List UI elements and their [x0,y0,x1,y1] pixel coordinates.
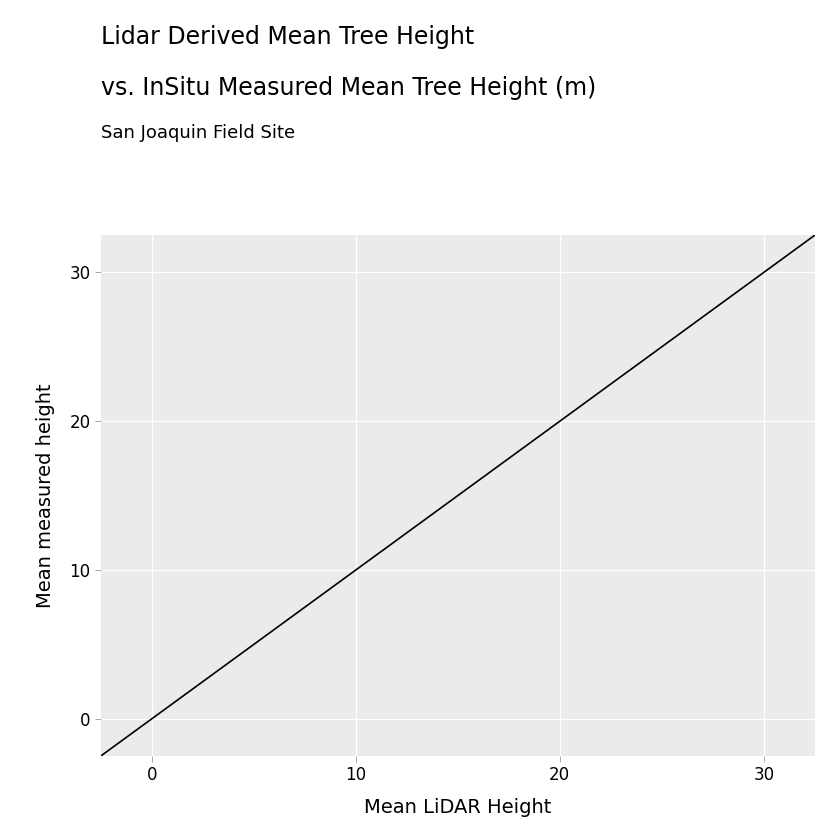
Text: Lidar Derived Mean Tree Height: Lidar Derived Mean Tree Height [101,25,474,50]
Text: vs. InSitu Measured Mean Tree Height (m): vs. InSitu Measured Mean Tree Height (m) [101,76,596,100]
Y-axis label: Mean measured height: Mean measured height [36,383,55,608]
X-axis label: Mean LiDAR Height: Mean LiDAR Height [364,798,552,817]
Text: San Joaquin Field Site: San Joaquin Field Site [101,124,295,142]
